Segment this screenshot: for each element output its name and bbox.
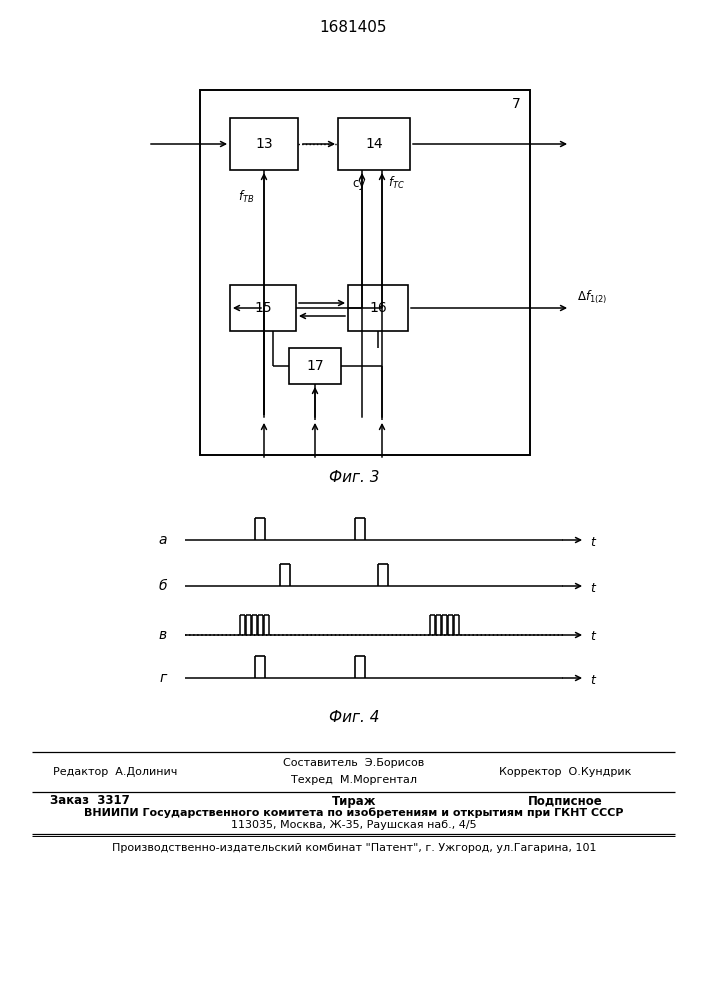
Text: Корректор  О.Кундрик: Корректор О.Кундрик (499, 767, 631, 777)
Text: Составитель  Э.Борисов: Составитель Э.Борисов (284, 758, 425, 768)
Text: 15: 15 (255, 301, 271, 315)
Text: а: а (159, 533, 168, 547)
Text: Производственно-издательский комбинат "Патент", г. Ужгород, ул.Гагарина, 101: Производственно-издательский комбинат "П… (112, 843, 596, 853)
Text: Фиг. 4: Фиг. 4 (329, 710, 379, 726)
Text: Подписное: Подписное (527, 794, 602, 808)
Text: Фиг. 3: Фиг. 3 (329, 471, 379, 486)
Text: Заказ  3317: Заказ 3317 (50, 794, 130, 808)
Text: $\Delta f_{1(2)}$: $\Delta f_{1(2)}$ (577, 288, 607, 306)
Text: 7: 7 (512, 97, 520, 111)
Text: б: б (159, 579, 168, 593)
Bar (348, 285, 408, 331)
Text: $f_{TB}$: $f_{TB}$ (238, 189, 254, 205)
Bar (230, 285, 296, 331)
Text: Редактор  А.Долинич: Редактор А.Долинич (53, 767, 177, 777)
Text: t: t (590, 582, 595, 594)
Text: ВНИИПИ Государственного комитета по изобретениям и открытиям при ГКНТ СССР: ВНИИПИ Государственного комитета по изоб… (84, 808, 624, 818)
Text: 13: 13 (255, 137, 273, 151)
Text: г: г (159, 671, 167, 685)
Text: t: t (590, 631, 595, 644)
Text: t: t (590, 674, 595, 686)
Bar (338, 118, 410, 170)
Text: в: в (159, 628, 167, 642)
Text: Тираж: Тираж (332, 794, 376, 808)
Text: Техред  М.Моргентал: Техред М.Моргентал (291, 775, 417, 785)
Text: су: су (352, 176, 366, 190)
Text: t: t (590, 536, 595, 548)
Text: $f_{TC}$: $f_{TC}$ (387, 175, 404, 191)
Text: 14: 14 (366, 137, 382, 151)
Text: 16: 16 (369, 301, 387, 315)
Bar (230, 118, 298, 170)
Bar (200, 90, 530, 455)
Text: 17: 17 (306, 359, 324, 373)
Bar (289, 348, 341, 384)
Text: 1681405: 1681405 (320, 20, 387, 35)
Text: 113035, Москва, Ж-35, Раушская наб., 4/5: 113035, Москва, Ж-35, Раушская наб., 4/5 (231, 820, 477, 830)
